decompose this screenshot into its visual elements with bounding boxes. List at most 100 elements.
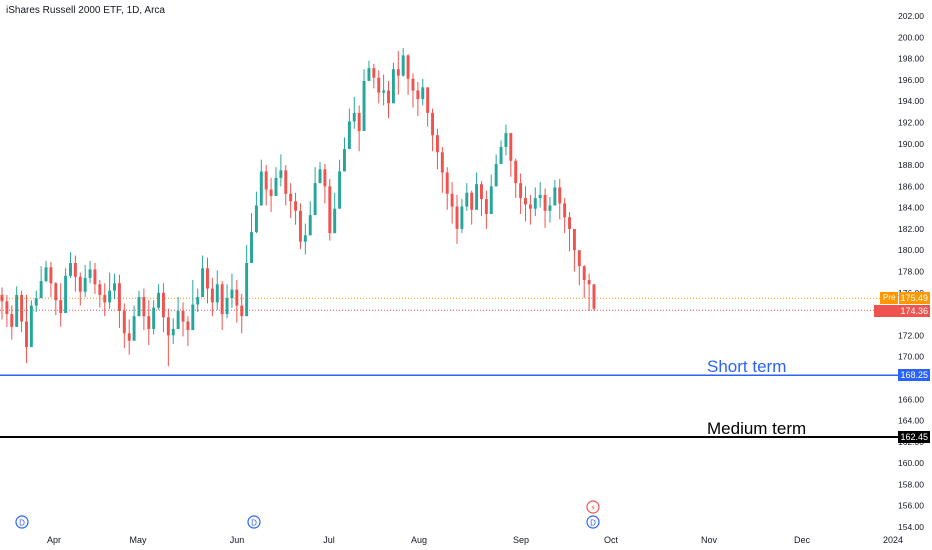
candle (157, 284, 161, 310)
candle (519, 173, 523, 215)
candle (328, 178, 332, 241)
price-tick-label: 202.00 (898, 11, 924, 21)
candle (303, 223, 307, 255)
medium-term-label: Medium term (707, 419, 807, 438)
chart-title: iShares Russell 2000 ETF, 1D, Arca (6, 5, 165, 16)
candle (318, 161, 322, 184)
candle (455, 194, 459, 244)
earnings-marker-icon[interactable]: ⚡ (586, 500, 600, 514)
price-tick-label: 180.00 (898, 245, 924, 255)
candle (49, 261, 53, 298)
time-tick-label: Aug (411, 535, 427, 545)
dividend-marker-icon[interactable]: D (247, 515, 261, 529)
candle (5, 294, 9, 327)
time-tick-label: 2024 (883, 535, 903, 545)
svg-text:⚡: ⚡ (590, 504, 596, 513)
candle (196, 288, 200, 312)
candle (34, 290, 38, 312)
price-tick-label: 188.00 (898, 160, 924, 170)
short-term-price-label: 168.25 (898, 369, 930, 381)
candle (524, 186, 527, 222)
candle (171, 318, 175, 344)
candle (127, 319, 131, 355)
candle (352, 96, 356, 129)
candle (323, 163, 327, 204)
price-tick-label: 178.00 (898, 267, 924, 277)
candle (108, 272, 112, 309)
candle (289, 183, 293, 219)
candle (215, 270, 219, 310)
candles (0, 47, 596, 367)
candle (64, 268, 68, 314)
price-axis[interactable]: 154.00156.00158.00160.00162.00164.00166.… (898, 11, 924, 532)
dividend-marker-icon[interactable]: D (586, 515, 600, 529)
time-tick-label: May (129, 535, 147, 545)
premarket-tag: Pre (880, 292, 899, 304)
candle (572, 228, 576, 272)
candle (142, 288, 146, 331)
time-tick-label: Apr (47, 535, 61, 545)
candle (489, 174, 493, 215)
candle (39, 266, 43, 299)
svg-text:D: D (590, 519, 596, 528)
candle (440, 146, 444, 193)
candle (568, 211, 572, 252)
candle (528, 194, 532, 225)
price-tick-label: 196.00 (898, 75, 924, 85)
price-tick-label: 186.00 (898, 181, 924, 191)
candle (563, 198, 567, 234)
candle (406, 54, 410, 95)
candle (387, 80, 390, 119)
candle (284, 165, 288, 206)
candle (499, 140, 503, 164)
candle (10, 305, 14, 340)
candle (372, 63, 376, 89)
candle (401, 47, 405, 77)
candle (254, 191, 258, 234)
event-markers[interactable]: D D D ⚡ (15, 500, 600, 529)
price-tick-label: 184.00 (898, 203, 924, 213)
time-tick-label: Jul (323, 535, 335, 545)
candle (20, 290, 24, 333)
candle (504, 124, 508, 156)
price-tick-label: 192.00 (898, 117, 924, 127)
time-tick-label: Nov (701, 535, 718, 545)
time-axis[interactable]: Apr May Jun Jul Aug Sep Oct Nov Dec 2024 (47, 535, 903, 545)
candle (543, 188, 547, 228)
candle (411, 73, 415, 108)
candle (103, 283, 107, 317)
candle (78, 272, 82, 306)
price-tick-label: 190.00 (898, 139, 924, 149)
candle (225, 284, 229, 319)
candle (274, 167, 278, 196)
time-tick-label: Dec (794, 535, 811, 545)
candle (88, 260, 92, 284)
candle (44, 260, 48, 283)
candle (83, 265, 87, 298)
candle (577, 250, 581, 286)
price-tick-label: 182.00 (898, 224, 924, 234)
candle (298, 203, 302, 250)
candle (269, 177, 273, 212)
candle (73, 255, 77, 292)
candle (416, 82, 420, 117)
candle (480, 181, 483, 217)
candle (230, 273, 234, 308)
candle (538, 182, 542, 208)
medium-term-price-label: 162.45 (898, 431, 930, 443)
candle (259, 159, 263, 206)
candle (343, 137, 346, 172)
candle (475, 172, 479, 210)
candle (122, 303, 126, 349)
candle (484, 190, 488, 229)
candle (245, 244, 249, 317)
dividend-marker-icon[interactable]: D (15, 515, 29, 529)
candle (113, 273, 116, 300)
candle (382, 74, 386, 106)
candle (152, 300, 156, 335)
candle (29, 300, 33, 348)
candle (509, 133, 513, 177)
candle (377, 70, 381, 104)
candle (470, 190, 474, 225)
